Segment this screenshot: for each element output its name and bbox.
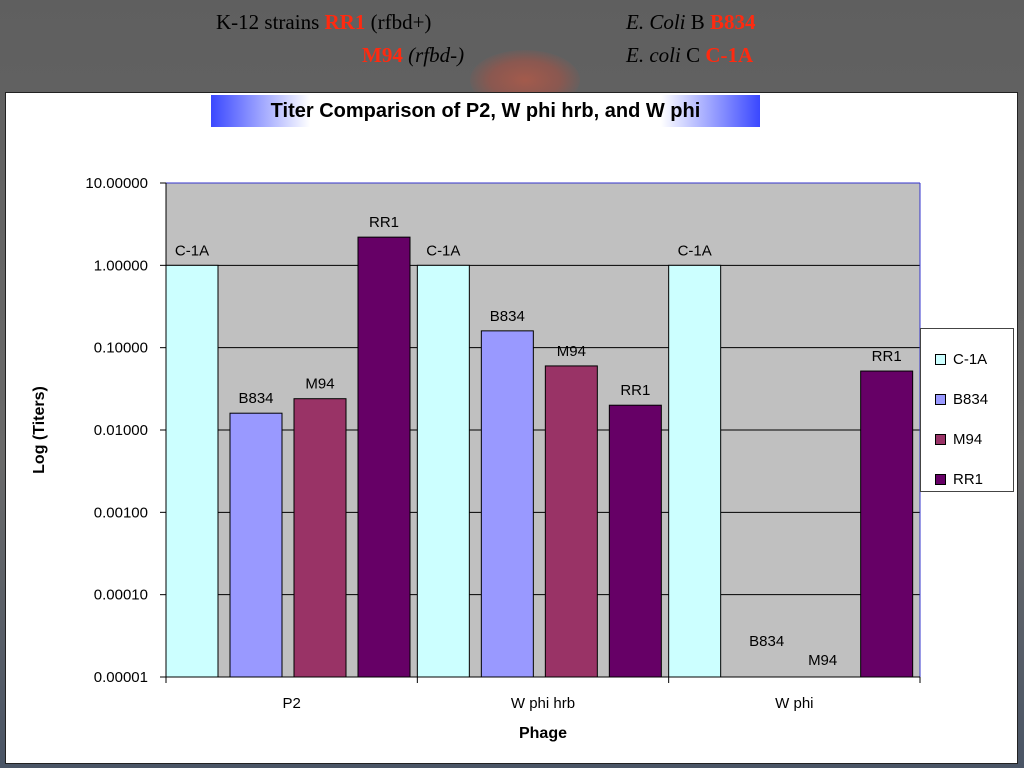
bar-m94	[293, 398, 347, 678]
bar-b834	[480, 330, 534, 678]
header-text: K-12 strains	[216, 10, 325, 34]
y-tick-label: 0.01000	[94, 422, 148, 439]
data-label: RR1	[872, 348, 902, 365]
header-line2-left: M94 (rfbd-)	[362, 43, 464, 68]
y-tick-label: 0.00100	[94, 504, 148, 521]
x-tick-label: W phi	[775, 695, 813, 712]
data-label: C-1A	[426, 242, 460, 259]
data-label: RR1	[620, 382, 650, 399]
bar-rr1	[357, 236, 411, 678]
header-text: C	[680, 43, 706, 67]
legend-item: C-1A	[935, 339, 1013, 379]
y-tick-label: 0.00001	[94, 669, 148, 686]
header-text: B	[685, 10, 711, 34]
chart-title: Titer Comparison of P2, W phi hrb, and W…	[211, 95, 760, 127]
header-species: E. coli	[626, 43, 681, 67]
header-strain-b834: B834	[710, 10, 756, 34]
legend-swatch	[935, 393, 946, 405]
x-tick-label: W phi hrb	[511, 695, 575, 712]
bar-c-1a	[416, 264, 470, 678]
legend-label: RR1	[953, 470, 984, 488]
data-label: B834	[490, 308, 525, 325]
legend-swatch	[935, 473, 946, 485]
header-strain-m94: M94	[362, 43, 403, 67]
y-tick-label: 10.00000	[85, 175, 148, 192]
bar-m94	[544, 365, 598, 678]
legend-swatch	[935, 433, 946, 445]
legend-item: RR1	[935, 459, 1013, 499]
legend-label: C-1A	[953, 350, 988, 368]
data-label: RR1	[369, 214, 399, 231]
header-line1-left: K-12 strains RR1 (rfbd+)	[216, 10, 431, 35]
header-strain-rr1: RR1	[324, 10, 366, 34]
legend-label: B834	[953, 390, 989, 408]
bar-c-1a	[668, 264, 722, 678]
x-axis-title: Phage	[519, 725, 567, 742]
y-tick-label: 0.00010	[94, 587, 148, 604]
chart-title-text: Titer Comparison of P2, W phi hrb, and W…	[270, 99, 701, 122]
y-tick-label: 0.10000	[94, 340, 148, 357]
bar-rr1	[860, 370, 914, 678]
header-species: E. Coli	[626, 10, 686, 34]
header-strain-c1a: C-1A	[705, 43, 754, 67]
x-tick-label: P2	[282, 695, 300, 712]
header-text: (rfbd+)	[365, 10, 432, 34]
y-tick-label: 1.00000	[94, 257, 148, 274]
bar-b834	[229, 412, 283, 678]
header-text: (rfbd-)	[402, 43, 465, 67]
data-label: C-1A	[175, 242, 209, 259]
legend-swatch	[935, 353, 946, 365]
data-label: C-1A	[678, 242, 712, 259]
legend-item: B834	[935, 379, 1013, 419]
data-label: M94	[557, 343, 586, 360]
data-label: B834	[749, 633, 784, 650]
legend-item: M94	[935, 419, 1013, 459]
data-label: M94	[808, 652, 837, 669]
chart-legend: C-1A B834 M94 RR1	[920, 328, 1014, 492]
header-line1-right: E. Coli B B834	[626, 10, 756, 35]
header-line2-right: E. coli C C-1A	[626, 43, 753, 68]
bar-c-1a	[165, 264, 219, 678]
legend-label: M94	[953, 430, 983, 448]
data-label: M94	[305, 376, 334, 393]
bar-rr1	[608, 404, 662, 678]
data-label: B834	[238, 390, 273, 407]
y-axis-title: Log (Titers)	[31, 386, 48, 474]
slide-header: K-12 strains RR1 (rfbd+) E. Coli B B834 …	[0, 0, 1024, 90]
